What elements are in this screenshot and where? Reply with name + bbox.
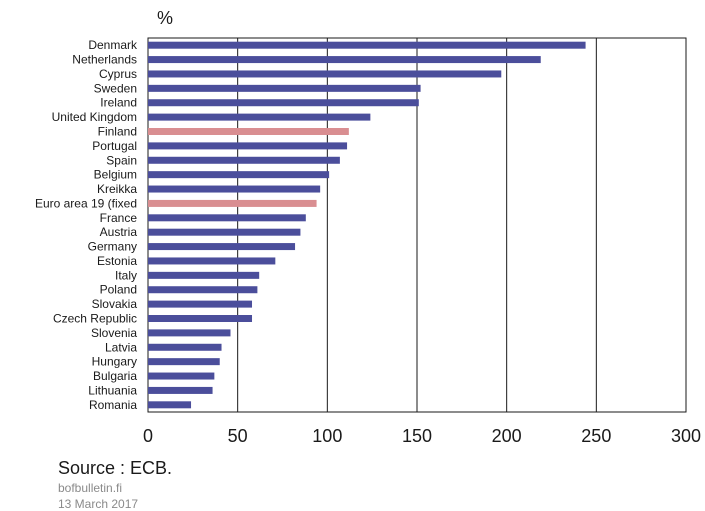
x-tick-label: 300 <box>671 426 701 446</box>
site-name: bofbulletin.fi <box>58 481 123 495</box>
bar <box>148 99 419 107</box>
bar <box>148 271 260 279</box>
bar <box>148 41 586 49</box>
category-label: United Kingdom <box>52 110 137 124</box>
x-tick-label: 200 <box>492 426 522 446</box>
category-label: Finland <box>98 125 137 139</box>
bar <box>148 315 253 322</box>
bar <box>148 56 541 64</box>
category-label: France <box>100 211 138 225</box>
bar <box>148 171 330 179</box>
source-note: Source : ECB. <box>58 458 173 478</box>
category-label: Germany <box>88 240 137 254</box>
category-label: Latvia <box>105 340 137 354</box>
category-label: Euro area 19 (fixed <box>35 196 137 210</box>
category-label: Slovakia <box>92 297 138 311</box>
bar <box>148 113 371 121</box>
bar <box>148 156 340 164</box>
x-tick-label: 100 <box>312 426 342 446</box>
bar <box>148 84 421 92</box>
category-label: Denmark <box>88 38 138 52</box>
category-label: Lithuania <box>88 383 137 397</box>
category-label: Netherlands <box>72 53 137 67</box>
x-tick-label: 0 <box>143 426 153 446</box>
category-label: Poland <box>100 283 137 297</box>
bar <box>148 386 213 394</box>
x-tick-label: 150 <box>402 426 432 446</box>
bar <box>148 300 253 308</box>
bar <box>148 286 258 294</box>
bar <box>148 70 502 78</box>
category-label: Estonia <box>97 254 137 268</box>
bar <box>148 257 276 265</box>
bar <box>148 228 301 236</box>
publication-date: 13 March 2017 <box>58 497 139 511</box>
category-label: Spain <box>106 153 137 167</box>
bar <box>148 214 306 222</box>
unit-label: % <box>157 8 174 28</box>
bar <box>148 185 321 193</box>
x-tick-label: 50 <box>228 426 248 446</box>
category-label: Hungary <box>92 355 137 369</box>
bar <box>148 358 220 366</box>
category-label: Kreikka <box>97 182 137 196</box>
category-label: Cyprus <box>99 67 137 81</box>
bar <box>148 401 192 409</box>
bar <box>148 199 317 207</box>
category-label: Slovenia <box>91 326 137 340</box>
bar <box>148 142 348 150</box>
category-label: Romania <box>89 398 137 412</box>
bar <box>148 329 231 337</box>
category-label: Sweden <box>94 81 137 95</box>
bar <box>148 343 222 351</box>
category-label: Italy <box>115 268 137 282</box>
x-tick-label: 250 <box>581 426 611 446</box>
bar <box>148 243 296 251</box>
category-label: Ireland <box>100 96 137 110</box>
bar <box>148 372 215 380</box>
bar <box>148 128 349 135</box>
category-label: Czech Republic <box>53 312 137 326</box>
category-label: Bulgaria <box>93 369 137 383</box>
category-label: Belgium <box>94 168 137 182</box>
category-label: Austria <box>100 225 138 239</box>
category-label: Portugal <box>92 139 137 153</box>
